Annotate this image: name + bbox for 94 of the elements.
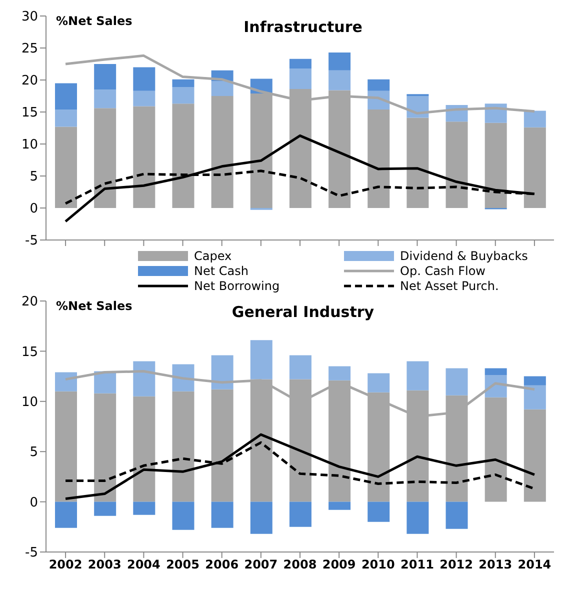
y-tick-label: 0 <box>30 202 38 217</box>
x-tick-label: 2011 <box>400 558 434 572</box>
bar <box>94 502 116 516</box>
y-tick-label: 5 <box>30 170 38 185</box>
bar <box>172 87 194 104</box>
bar <box>211 81 234 96</box>
legend-label: Dividend & Buybacks <box>400 248 528 262</box>
bar <box>368 373 390 392</box>
legend-label: Net Asset Purch. <box>400 278 499 292</box>
x-tick-label: 2009 <box>322 558 356 572</box>
y-tick-label: 15 <box>21 106 38 121</box>
bar <box>55 391 77 502</box>
bar <box>484 122 507 208</box>
bar <box>211 355 234 390</box>
bar <box>94 108 116 208</box>
bar <box>172 391 194 502</box>
y-axis-title: %Net Sales <box>56 299 132 313</box>
bar <box>328 52 351 70</box>
y-tick-label: 5 <box>30 445 38 460</box>
x-tick-label: 2013 <box>478 558 512 572</box>
bar <box>211 96 234 208</box>
x-tick-label: 2007 <box>244 558 278 572</box>
y-tick-label: 10 <box>21 138 38 153</box>
bar <box>133 90 156 106</box>
bar <box>524 110 546 128</box>
bar <box>172 364 194 392</box>
bar <box>55 109 77 127</box>
bar <box>524 409 546 502</box>
bar <box>406 502 429 534</box>
y-axis-title: %Net Sales <box>56 14 132 28</box>
x-tick-label: 2003 <box>88 558 122 572</box>
bar <box>55 83 77 110</box>
bar <box>55 126 77 208</box>
x-tick-label: 2010 <box>361 558 395 572</box>
y-tick-label: -5 <box>25 234 38 249</box>
x-tick-label: 2006 <box>205 558 239 572</box>
x-tick-label: 2012 <box>440 558 474 572</box>
legend-label: Net Cash <box>194 264 248 278</box>
bar <box>328 502 351 510</box>
bar <box>133 106 156 208</box>
bar <box>368 79 390 91</box>
y-tick-label: 15 <box>21 344 38 360</box>
bar <box>368 502 390 522</box>
bar <box>368 109 390 208</box>
legend-label: Capex <box>194 248 232 262</box>
chart-title: General Industry <box>232 303 374 321</box>
y-tick-label: 20 <box>21 294 38 310</box>
x-tick-label: 2005 <box>166 558 200 572</box>
x-tick-label: 2014 <box>518 558 552 572</box>
x-tick-label: 2008 <box>283 558 317 572</box>
x-tick-label: 2002 <box>48 558 82 572</box>
bar <box>446 368 468 396</box>
bar <box>250 502 272 534</box>
bar <box>524 385 546 410</box>
bar <box>289 355 312 380</box>
legend-label: Net Borrowing <box>194 278 280 292</box>
bar <box>289 502 312 527</box>
bar <box>484 368 507 376</box>
bar <box>328 70 351 90</box>
y-tick-label: 25 <box>21 42 38 57</box>
y-tick-label: 20 <box>21 74 38 89</box>
bar <box>289 68 312 89</box>
bar <box>524 127 546 208</box>
bar <box>446 502 468 529</box>
y-tick-label: -5 <box>25 546 38 561</box>
bar <box>94 90 116 108</box>
bar <box>172 79 194 88</box>
bar <box>55 502 77 528</box>
bar <box>94 393 116 502</box>
legend-label: Op. Cash Flow <box>400 264 486 278</box>
bar <box>211 389 234 502</box>
bar <box>94 64 116 90</box>
bar <box>133 396 156 502</box>
chart-title: Infrastructure <box>244 18 362 36</box>
bar <box>172 502 194 530</box>
bar <box>406 118 429 208</box>
bar <box>446 122 468 208</box>
bar <box>172 104 194 208</box>
y-tick-label: 0 <box>30 495 38 510</box>
bar <box>484 397 507 502</box>
bar <box>133 361 156 396</box>
bar <box>133 502 156 515</box>
bar <box>133 67 156 91</box>
x-tick-label: 2004 <box>126 558 160 572</box>
bar <box>211 502 234 528</box>
y-tick-label: 10 <box>21 395 38 410</box>
bar <box>250 340 272 380</box>
bar <box>406 361 429 390</box>
bar <box>289 58 312 68</box>
bar <box>328 366 351 380</box>
bar <box>524 376 546 386</box>
line-series <box>64 433 536 500</box>
y-tick-label: 30 <box>21 10 38 25</box>
bar <box>55 372 77 392</box>
